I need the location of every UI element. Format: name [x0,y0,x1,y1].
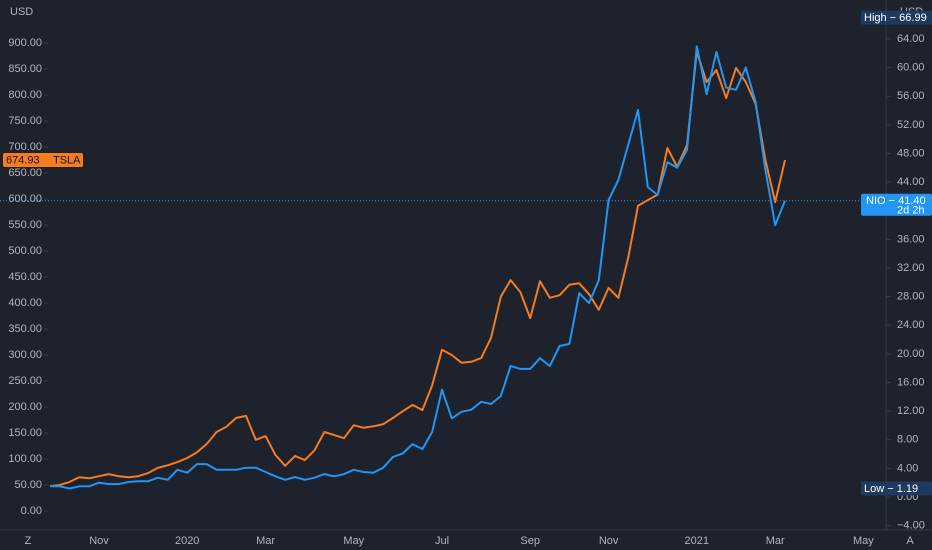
y-tick-label: 800.00 [8,89,42,101]
y2-tick-label: 4.00 [897,462,918,474]
y-tick-label: 450.00 [8,271,42,283]
price-tag [3,153,83,168]
range-tag-label: High − 66.99 [864,12,927,24]
y2-tick-label: 64.00 [897,33,925,45]
x-tick-label: May [343,535,364,547]
unit-box [6,4,38,20]
y-tick-label: 700.00 [8,141,42,153]
x-tick-label: Mar [766,535,785,547]
y-tick-label: 250.00 [8,375,42,387]
y2-tick-label: 52.00 [897,119,925,131]
y-tick-label: 850.00 [8,63,42,75]
range-tag [861,481,932,496]
y2-tick-label: 44.00 [897,176,925,188]
y-tick-label: 100.00 [8,453,42,465]
y-tick-label: 400.00 [8,297,42,309]
y2-tick-label: 36.00 [897,233,925,245]
y-tick-label: 500.00 [8,245,42,257]
y-tick-label: 650.00 [8,167,42,179]
y2-tick-label: 56.00 [897,90,925,102]
x-tick-label: Nov [89,535,109,547]
y2-tick-label: 8.00 [897,434,918,446]
y-tick-label: 900.00 [8,37,42,49]
y2-tick-label: 48.00 [897,147,925,159]
x-tick-label: 2021 [685,535,709,547]
price-tag [861,193,932,216]
y2-tick-label: 12.00 [897,405,925,417]
y-unit: USD [10,6,33,18]
countdown: 2d 2h [897,205,925,217]
y-tick-label: 50.00 [14,479,42,491]
y-tick-label: 200.00 [8,401,42,413]
y-tick-label: 600.00 [8,193,42,205]
x-tick-label: May [853,535,874,547]
y2-tick-label: 32.00 [897,262,925,274]
y-tick-label: 750.00 [8,115,42,127]
y2-tick-label: 24.00 [897,319,925,331]
y-tick-label: 550.00 [8,219,42,231]
zoom-button[interactable]: Z [25,535,32,547]
y2-tick-label: 20.00 [897,348,925,360]
price-tag-label: NIO − 41.40 [866,195,926,207]
y2-tick-label: −4.00 [897,520,925,532]
series-name: TSLA [53,154,81,166]
range-tag [861,10,932,25]
y2-tick-label: 16.00 [897,376,925,388]
x-tick-label: Mar [256,535,275,547]
price-tag-label: 674.93 [6,154,40,166]
y-tick-label: 150.00 [8,427,42,439]
x-tick-label: Nov [599,535,619,547]
series-line [50,45,786,490]
x-tick-label: Sep [520,535,540,547]
y2-tick-label: 60.00 [897,62,925,74]
x-tick-label: Jul [435,535,449,547]
x-tick-label: 2020 [175,535,199,547]
y-tick-label: 0.00 [21,505,42,517]
y2-tick-label: 28.00 [897,291,925,303]
series-line [49,50,786,488]
plot-layer: 0.00 50.00 100.00 150.00 200.00 250.00 300.00 3… [8,33,925,547]
auto-scale-button[interactable]: A [906,535,914,547]
y-tick-label: 350.00 [8,323,42,335]
y-tick-label: 300.00 [8,349,42,361]
range-tag-label: Low − 1.19 [864,483,918,495]
